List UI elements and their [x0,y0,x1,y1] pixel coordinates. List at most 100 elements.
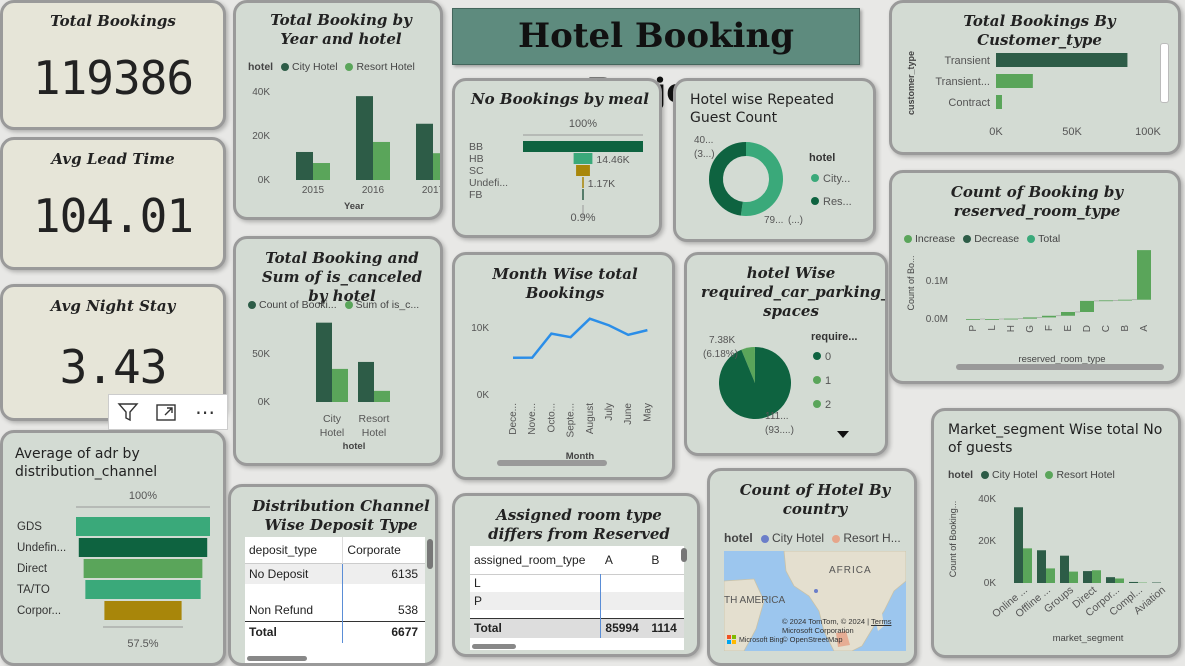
column-header[interactable]: assigned_room_type [474,552,586,567]
table-cell: L [474,576,481,591]
bookings-by-year-card[interactable]: Total Booking by Year and hotel hotel Ci… [233,0,443,220]
legend-swatch [904,235,912,244]
horizontal-scrollbar[interactable] [497,460,607,466]
funnel-bar [76,517,210,536]
x-tick-label: Hotel [362,427,387,439]
assigned-table-wrap: assigned_room_type A B L P Total 85994 1… [470,546,684,650]
column-header[interactable]: A [604,552,613,567]
legend-swatch [344,301,353,310]
bar [996,53,1128,67]
horizontal-scrollbar[interactable] [247,656,307,661]
bar [1115,578,1124,583]
legend-label: City Hotel [992,469,1038,481]
bar [358,361,374,402]
kpi-total-bookings[interactable]: Total Bookings 119386 [0,0,226,130]
chart-legend: hotel City Hotel Resort Hotel [248,61,415,73]
month-bookings-card[interactable]: Month Wise total Bookings 0K 10K Dece... No… [452,252,675,480]
more-options-icon[interactable]: ⋯ [195,400,215,424]
legend-title: require... [811,331,857,343]
horizontal-scrollbar[interactable] [472,644,516,649]
map-label-africa: AFRICA [829,565,872,576]
table-cell: 398 [422,600,425,621]
bar [1069,571,1078,583]
chart-title: Hotel wise Repeated Guest Count [690,92,835,126]
deposit-type-card[interactable]: Distribution Channel Wise Deposit Type d… [228,484,438,666]
chart-title: Month Wise total Bookings [492,265,638,302]
bar [1118,299,1132,301]
focus-mode-icon[interactable] [147,395,185,429]
column-header[interactable]: B [651,552,660,567]
y-tick-label: 10K [471,323,489,334]
column-header[interactable]: Direct [422,537,425,563]
y-tick-label: 0K [477,390,490,401]
bar [1083,571,1092,583]
x-tick-label: Resort [359,413,390,425]
data-label: (...) [788,215,803,226]
table-spacer [647,610,684,618]
horizontal-scrollbar[interactable] [956,364,1164,370]
table-total: Total [474,621,502,636]
bookings-by-meal-card[interactable]: No Bookings by meal 100% 0.9% BB HB 14.46K SC… [452,78,662,238]
x-tick-label: Dece... [508,403,519,435]
column-header[interactable]: deposit_type [249,542,318,557]
hotel-country-map-card[interactable]: Count of Hotel By country hotel City Hot… [707,468,917,666]
parking-spaces-card[interactable]: hotel Wise required_car_parking_ spaces … [684,252,888,456]
repeated-guest-card[interactable]: Hotel wise Repeated Guest Count 40... (3.… [673,78,876,242]
data-label: (3...) [694,149,715,160]
table-cell [647,592,684,610]
map-canvas[interactable]: AFRICA TH AMERICA © 2024 TomTom, © 2024 … [724,551,906,651]
vertical-scrollbar[interactable] [427,539,433,569]
legend-swatch [813,352,821,360]
pie-slice [741,347,755,383]
legend-swatch [1027,235,1036,244]
funnel-bar [78,538,208,557]
filter-icon[interactable] [109,395,147,429]
category-label: SC [469,165,484,177]
data-label: 79... [764,215,783,226]
y-tick-label: 0.0M [926,314,948,325]
assigned-room-card[interactable]: Assigned room type differs from Reserved… [452,493,700,657]
legend-swatch [813,400,821,408]
data-label: (6.18%) [703,349,738,360]
column-header[interactable]: Corporate [342,537,423,563]
market-segment-card[interactable]: Market_segment Wise total No of guests h… [931,408,1181,658]
terms-link[interactable]: Terms [871,617,892,626]
legend-title: hotel [809,152,835,164]
kpi-label: Avg Lead Time [51,150,175,168]
deposit-table-wrap: deposit_type Corporate Direct No Deposit… [245,537,425,663]
legend-label: 1 [825,375,831,387]
canceled-by-hotel-card[interactable]: Total Booking and Sum of is_canceled by … [233,236,443,466]
adr-by-channel-card[interactable]: Average of adr by distribution_channel 1… [0,430,226,666]
chart-title: Average of adr by distribution_channel [15,446,158,480]
reserved-room-card[interactable]: Count of Booking by reserved_room_type I… [889,170,1181,384]
map-credit-line: © OpenStreetMap [782,635,843,644]
bar [1080,300,1094,312]
legend-label: 0 [825,351,831,363]
chart-title: Total Booking and Sum of is_canceled by … [261,249,423,305]
kpi-avg-lead-time[interactable]: Avg Lead Time 104.01 [0,137,226,270]
y-axis-label: Count of Booking... [948,501,958,578]
assigned-table: assigned_room_type A B L P Total 85994 1… [470,546,684,638]
table-cell [600,592,648,610]
x-tick-label: 2016 [362,185,385,196]
table-total: 85994 [600,618,648,638]
vertical-scrollbar[interactable] [1160,43,1169,103]
table-cell [600,574,648,592]
map-credit-line: © 2024 TomTom, © 2024 [782,617,866,626]
adr-funnel-chart: 100% GDS Undefin... Direct TA/TO Corpor... 57.… [17,490,210,650]
chevron-down-icon[interactable] [837,431,849,438]
legend-swatch [811,174,819,182]
top-label: 100% [129,490,157,502]
chart-title: Total Booking by Year and hotel [270,11,412,48]
vertical-scrollbar[interactable] [681,548,687,562]
map-label-america: TH AMERICA [724,595,785,606]
customer-type-card[interactable]: Total Bookings By Customer_type Transien… [889,0,1181,155]
bottom-label: 57.5% [127,638,158,650]
kpi-value: 3.43 [59,340,168,394]
legend-title: hotel [248,61,274,73]
x-tick-label: 100K [1135,126,1161,138]
data-label: 1.17K [588,178,615,190]
x-tick-label: P [968,325,979,332]
